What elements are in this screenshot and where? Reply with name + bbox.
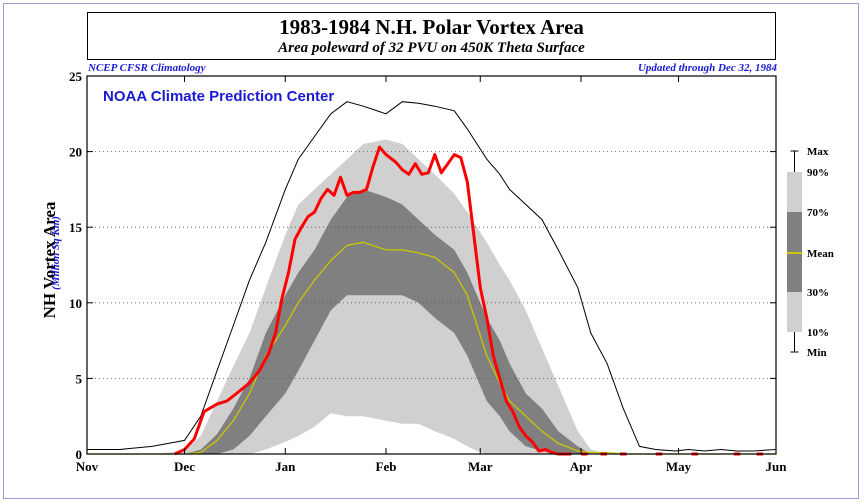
legend-label-2: 70% <box>807 207 829 219</box>
band-30-70 <box>87 189 776 454</box>
y-tick-label: 5 <box>76 371 83 386</box>
x-tick-label: Nov <box>76 459 99 474</box>
legend-label-5: 10% <box>807 327 829 339</box>
x-tick-label: Dec <box>174 459 195 474</box>
x-tick-label: Jan <box>275 459 296 474</box>
bands-layer <box>87 139 776 454</box>
axes-layer: 0 5 10 15 20 25 Nov Dec Jan Feb Mar Apr May Jun <box>69 69 787 474</box>
title-box: 1983-1984 N.H. Polar Vortex Area Area po… <box>87 12 776 60</box>
legend-layer: Max 90% 70% Mean 30% 10% Min <box>787 146 834 359</box>
y-tick-label: 0 <box>76 447 83 462</box>
noaa-watermark: NOAA Climate Prediction Center <box>103 88 334 105</box>
chart-title: 1983-1984 N.H. Polar Vortex Area <box>279 15 584 39</box>
legend-label-1: 90% <box>807 167 829 179</box>
legend-lower-outer-band <box>787 292 802 332</box>
legend-upper-outer-band <box>787 172 802 212</box>
y-tick-label: 15 <box>69 220 83 235</box>
update-note: Updated through Dec 32, 1984 <box>637 62 777 74</box>
plot-border <box>86 75 777 455</box>
legend-label-4: 30% <box>807 287 829 299</box>
current-season-line <box>174 145 572 456</box>
y-tick-label: 10 <box>69 296 82 311</box>
x-tick-label: Apr <box>570 459 593 474</box>
chart-subtitle: Area poleward of 32 PVU on 450K Theta Su… <box>278 40 585 56</box>
legend-label-0: Max <box>807 146 829 158</box>
x-tick-label: Feb <box>376 459 397 474</box>
y-tick-label: 20 <box>69 145 82 160</box>
grid-layer <box>87 151 776 379</box>
chart-frame <box>3 3 859 499</box>
climatology-note: NCEP CFSR Climatology <box>88 62 206 74</box>
x-tick-label: Jun <box>766 459 788 474</box>
x-tick-label: Mar <box>468 459 493 474</box>
legend-label-6: Min <box>807 347 827 359</box>
max-line <box>87 101 777 452</box>
y-tick-label: 25 <box>69 69 83 84</box>
x-tick-label: May <box>666 459 692 474</box>
legend-label-3: Mean <box>807 248 834 260</box>
